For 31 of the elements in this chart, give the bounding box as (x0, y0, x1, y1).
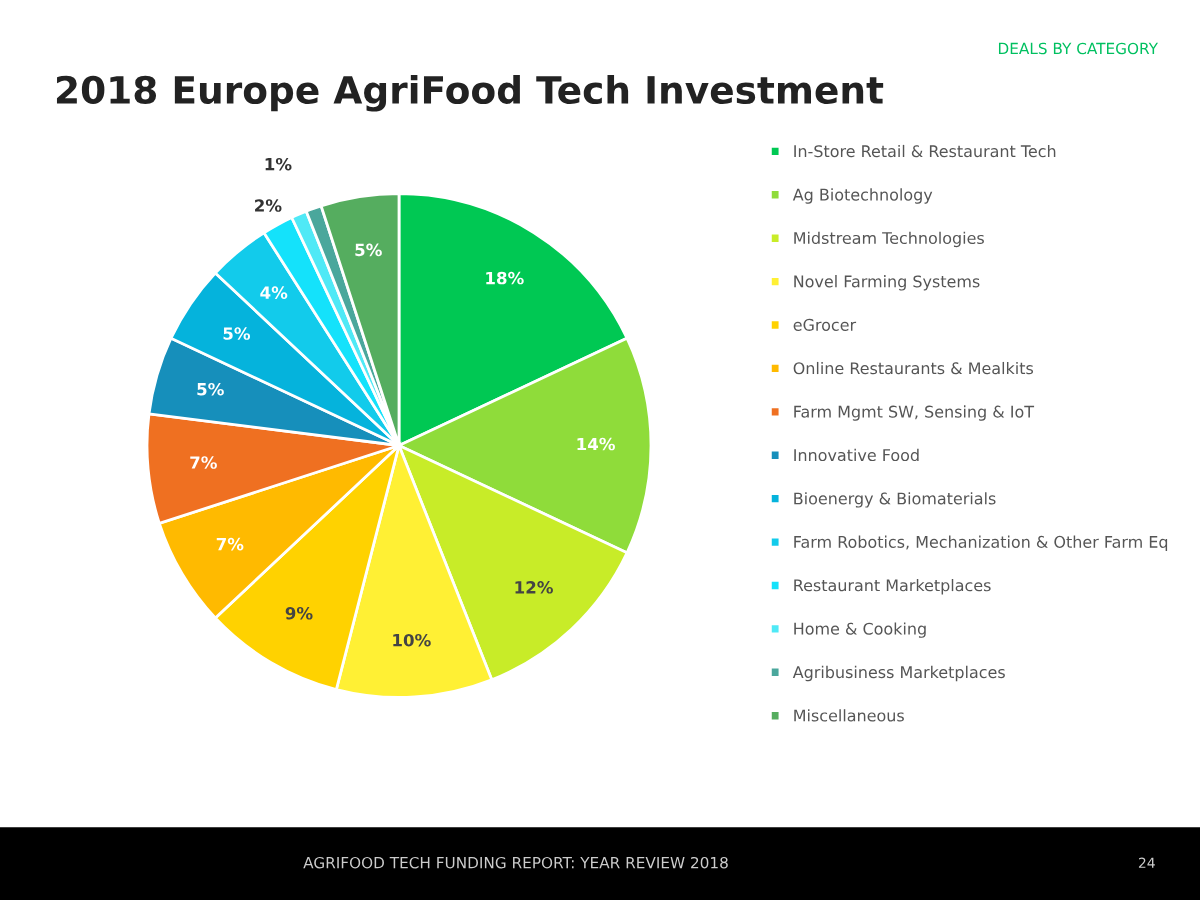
text: AGRIFOOD TECH FUNDING REPORT: YEAR REVIEW 2018 (303, 856, 728, 869)
data-label: 18% (486, 271, 524, 285)
data-label: 10% (393, 633, 431, 647)
legend-label: Agribusiness Marketplaces (792, 665, 1005, 682)
data-label: 14% (577, 437, 615, 451)
data-label: 2% (255, 199, 282, 212)
data-label: 5% (197, 382, 224, 396)
data-label: 1% (265, 157, 292, 171)
chart-title: 2018 Europe AgriFood Tech Investment (56, 75, 884, 112)
legend-label: Bioenergy & Biomaterials (794, 492, 996, 508)
legend-label: eGrocer (793, 318, 857, 331)
text: 24 (1138, 857, 1155, 868)
legend-label: Farm Mgmt SW, Sensing & IoT (794, 405, 1035, 421)
chart-subtitle: DEALS BY CATEGORY (998, 42, 1159, 55)
data-label: 5% (355, 243, 382, 257)
data-label: 9% (285, 606, 313, 620)
legend-label: Miscellaneous (794, 709, 904, 722)
legend-label: Midstream Technologies (794, 231, 984, 248)
data-label: 5% (223, 327, 251, 340)
data-label: 12% (515, 581, 553, 594)
legend-label: Farm Robotics, Mechanization & Other Farm Eq (794, 535, 1168, 552)
data-label: 7% (190, 456, 217, 469)
legend-label: Ag Biotechnology (792, 188, 933, 204)
data-label: 4% (260, 286, 288, 299)
legend-label: In-Store Retail & Restaurant Tech (794, 144, 1056, 158)
data-label: 7% (216, 537, 244, 551)
legend-label: Novel Farming Systems (794, 275, 980, 291)
legend-label: Home & Cooking (794, 622, 926, 638)
legend-label: Innovative Food (794, 448, 919, 462)
legend-label: Restaurant Marketplaces (794, 578, 991, 595)
legend-label: Online Restaurants & Mealkits (793, 361, 1034, 375)
